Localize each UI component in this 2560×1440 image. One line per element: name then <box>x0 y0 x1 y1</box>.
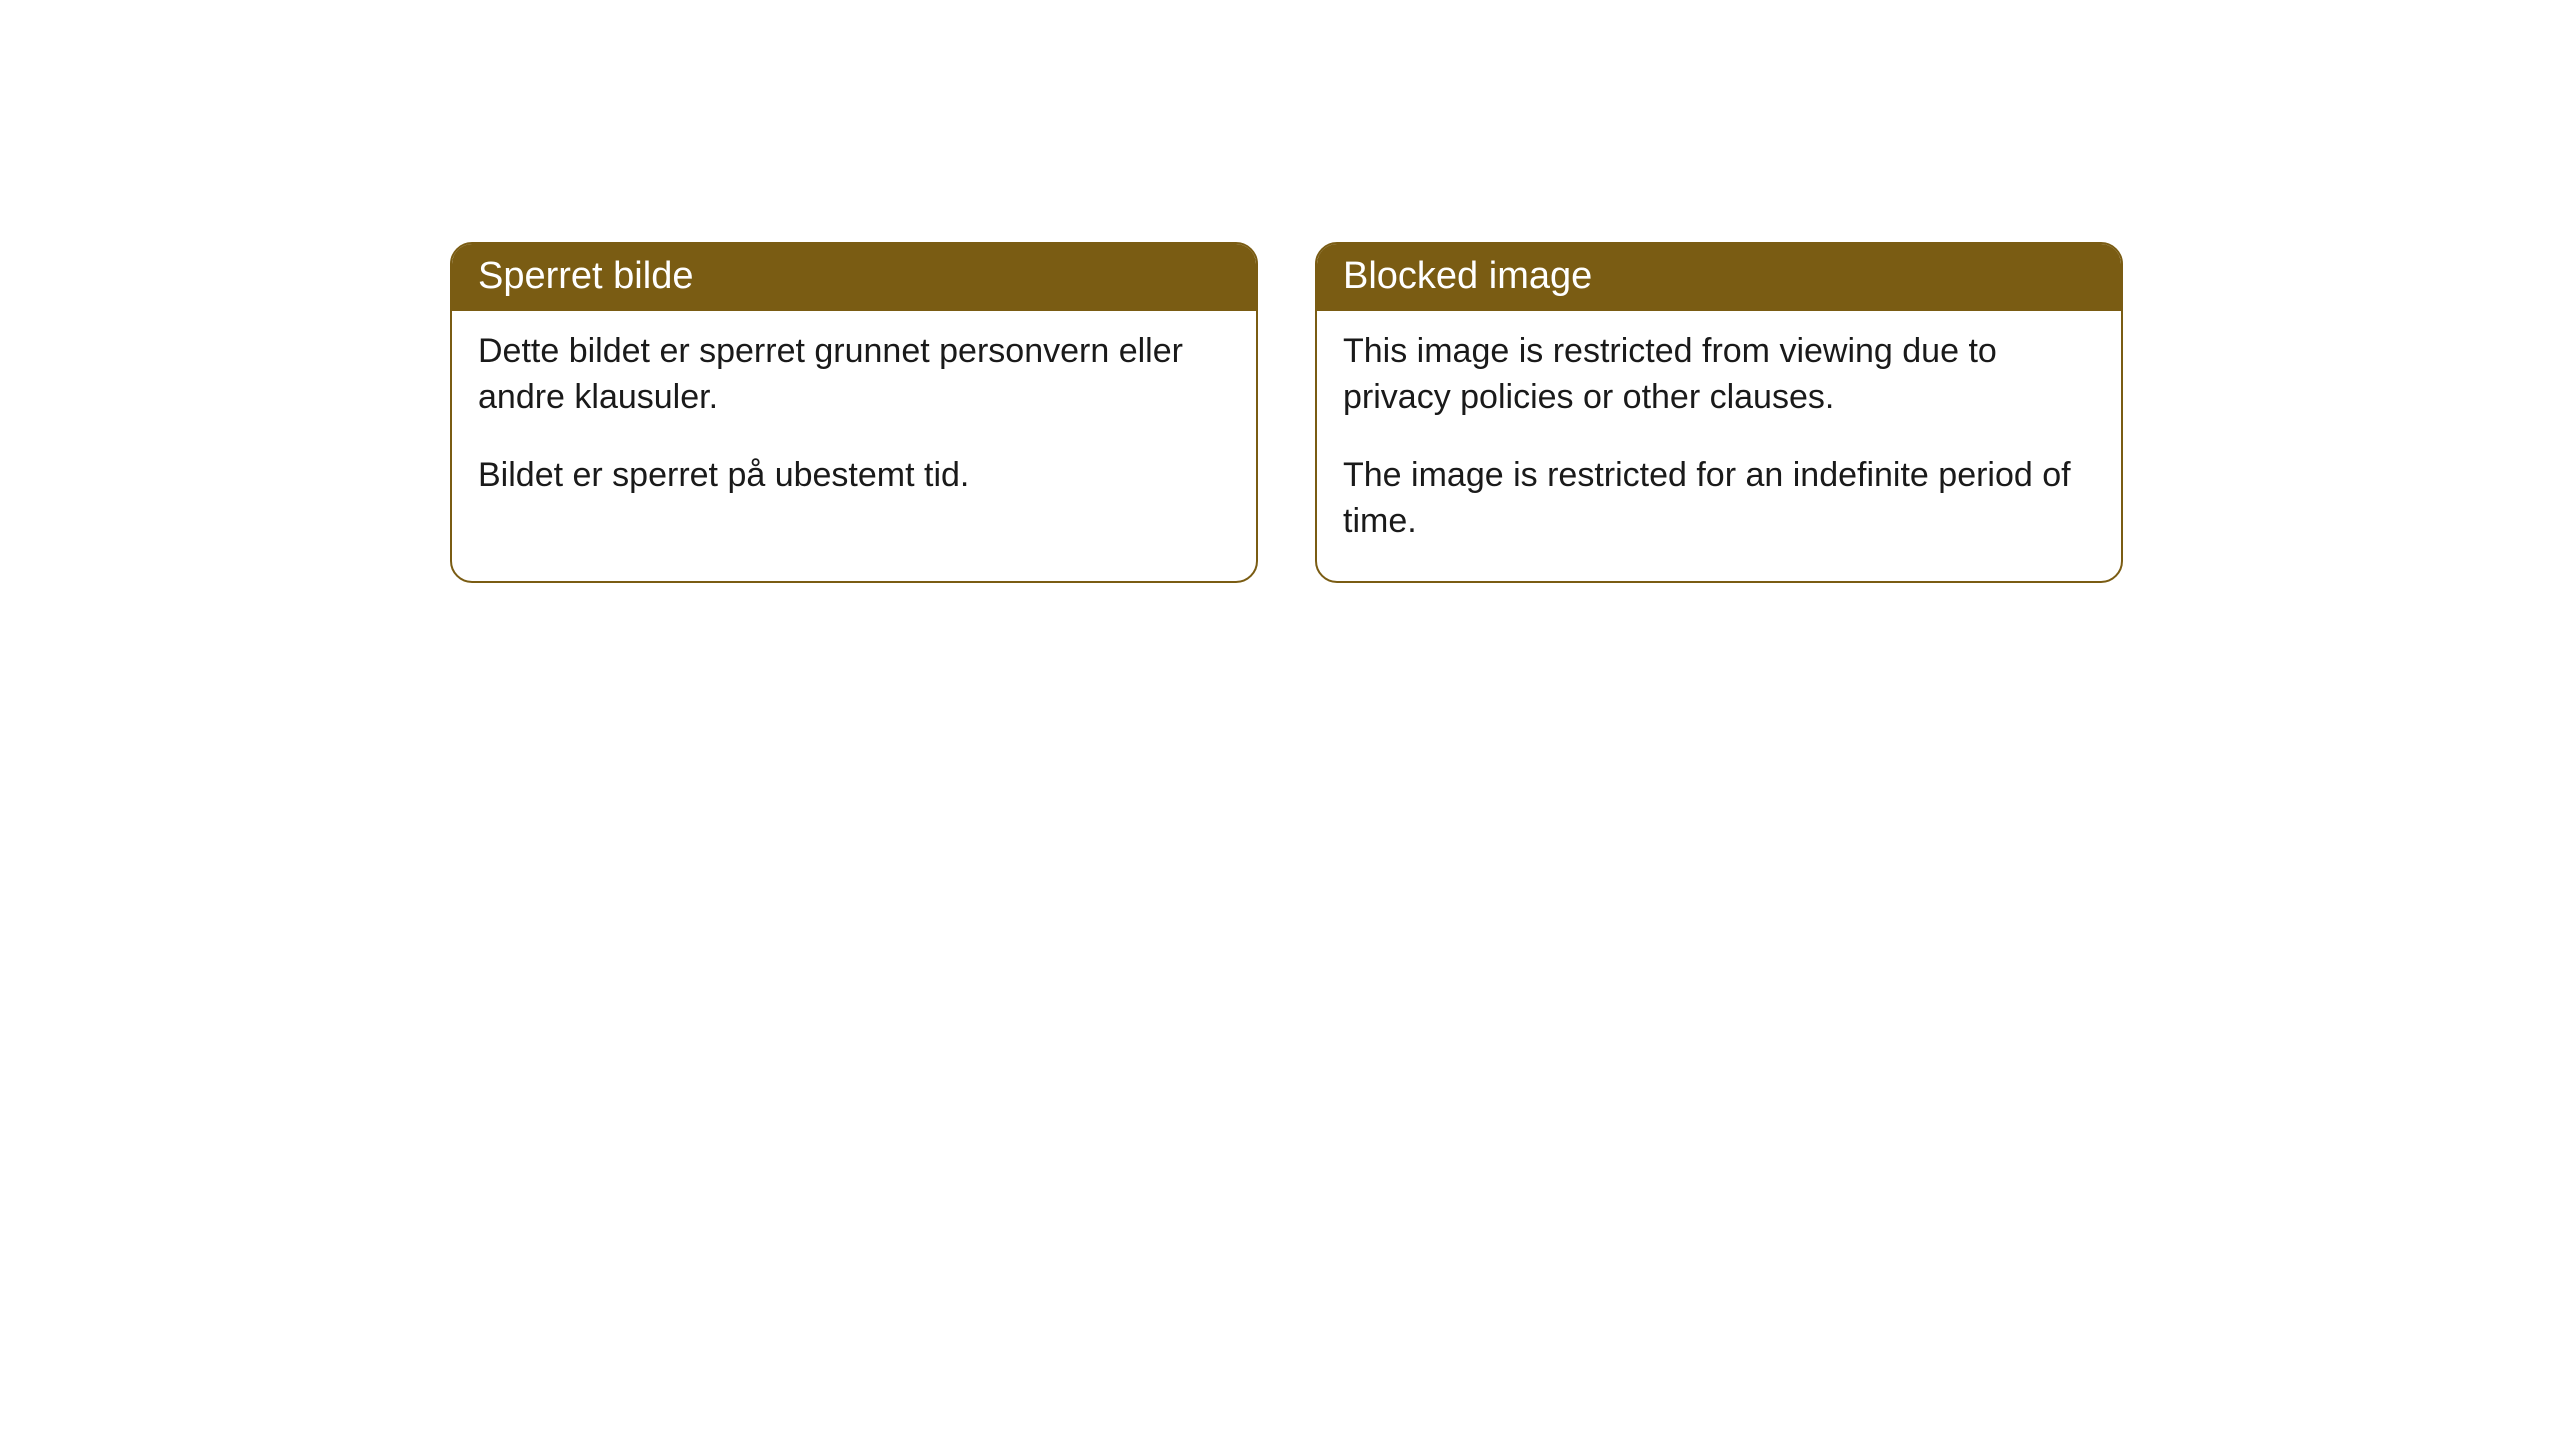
card-paragraph: Bildet er sperret på ubestemt tid. <box>478 453 1230 499</box>
card-paragraph: This image is restricted from viewing du… <box>1343 329 2095 421</box>
card-title: Sperret bilde <box>452 244 1256 311</box>
card-title: Blocked image <box>1317 244 2121 311</box>
card-body: Dette bildet er sperret grunnet personve… <box>452 311 1256 535</box>
card-body: This image is restricted from viewing du… <box>1317 311 2121 581</box>
blocked-image-card-no: Sperret bilde Dette bildet er sperret gr… <box>450 242 1258 583</box>
blocked-image-card-en: Blocked image This image is restricted f… <box>1315 242 2123 583</box>
card-paragraph: Dette bildet er sperret grunnet personve… <box>478 329 1230 421</box>
card-paragraph: The image is restricted for an indefinit… <box>1343 453 2095 545</box>
notice-cards-container: Sperret bilde Dette bildet er sperret gr… <box>450 242 2123 583</box>
